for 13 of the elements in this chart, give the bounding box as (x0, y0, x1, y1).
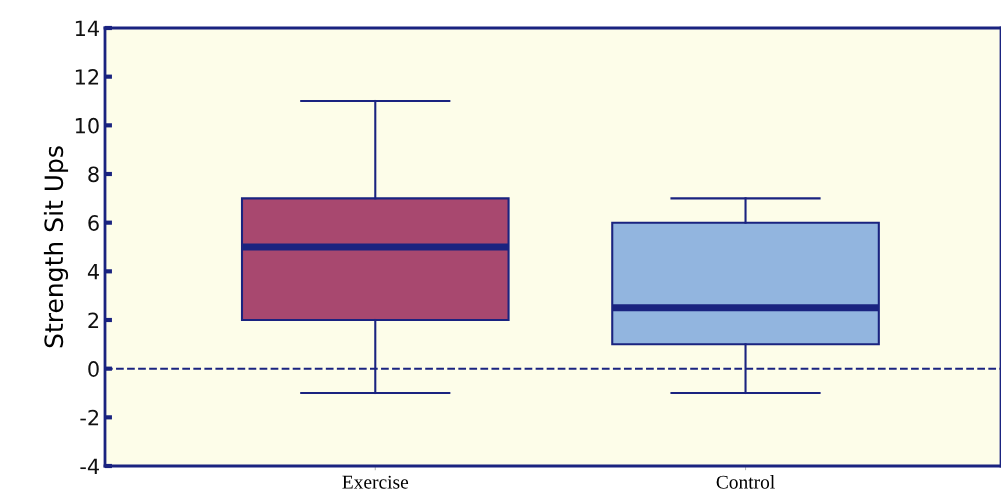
y-tick-label: 10 (75, 117, 99, 134)
y-tick-label: 4 (87, 264, 99, 280)
y-tick-label: 12 (75, 69, 99, 85)
y-axis-title: Strength Sit Ups (43, 146, 69, 348)
y-tick-label: -4 (80, 458, 99, 474)
y-tick-label: 8 (88, 166, 99, 183)
y-tick-label: 2 (88, 312, 99, 328)
x-tick-label: Exercise (342, 475, 409, 489)
y-tick-label: 14 (75, 20, 99, 36)
x-tick-label: Control (716, 475, 775, 489)
y-tick-label: -2 (80, 409, 99, 426)
y-tick-label: 0 (88, 361, 99, 377)
y-tick-label: 6 (88, 215, 99, 231)
